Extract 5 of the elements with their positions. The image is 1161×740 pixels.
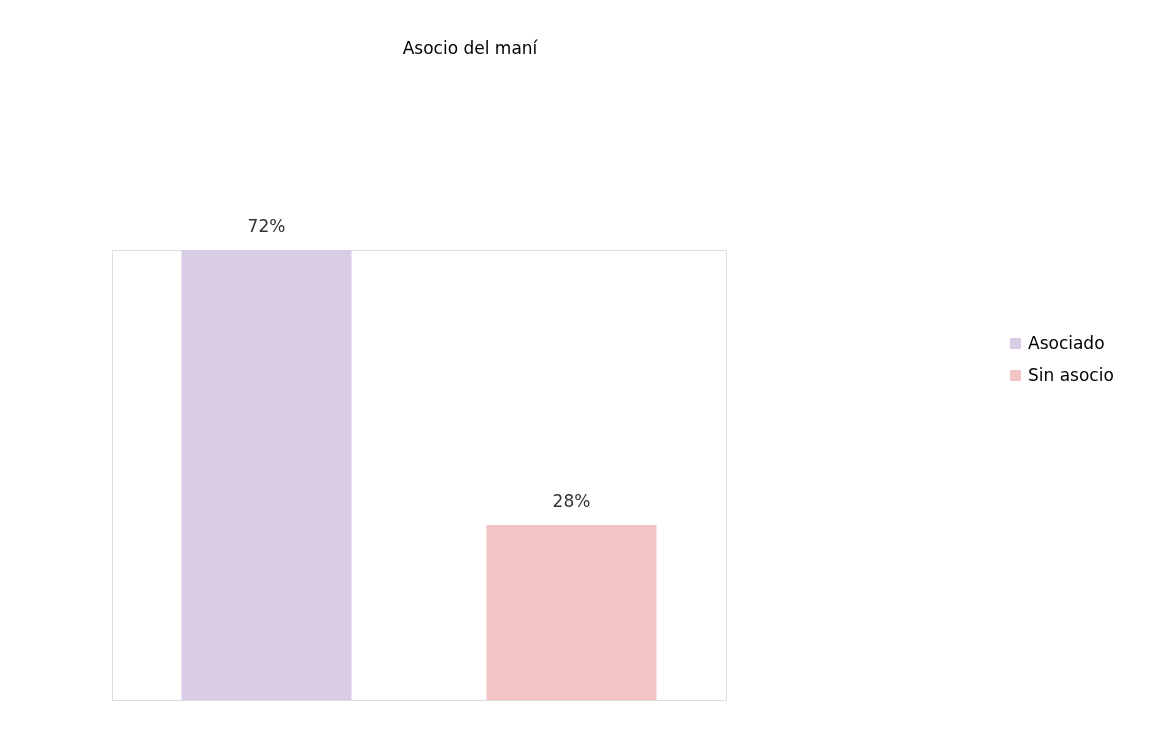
chart-title: Asocio del maní <box>402 38 539 58</box>
legend-label: Asociado <box>1028 332 1105 353</box>
data-label: 72% <box>247 216 286 236</box>
data-label: 28% <box>552 491 591 511</box>
legend-label: Sin asocio <box>1028 364 1114 385</box>
